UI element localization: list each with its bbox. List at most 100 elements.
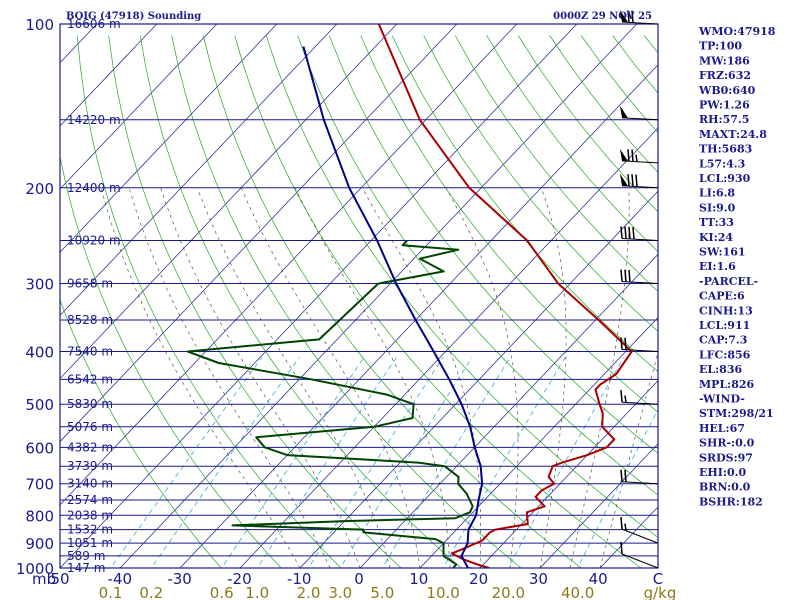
wind-barb [620, 173, 659, 189]
sounding-index: MW:186 [699, 54, 750, 67]
height-label: 6542 m [67, 372, 113, 386]
isotherm-line [60, 24, 458, 443]
chart-title: BOIG (47918) Sounding [66, 11, 201, 22]
height-label: 4382 m [67, 440, 113, 454]
sounding-index: PW:1.26 [699, 99, 750, 112]
sounding-index: EI:1.6 [699, 260, 736, 273]
pressure-tick-label: 500 [25, 396, 54, 414]
pressure-tick-label: 400 [25, 344, 54, 362]
sounding-index: KI:24 [699, 231, 733, 244]
height-label: 3739 m [67, 459, 113, 473]
pressure-tick-label: 600 [25, 439, 54, 457]
height-label: 2038 m [67, 508, 113, 522]
mixing-ratio-line [308, 357, 444, 568]
mixing-ratio-label: 3.0 [328, 584, 352, 600]
mixing-ratio-line [577, 408, 658, 568]
sounding-index: WMO:47918 [698, 25, 776, 38]
sounding-index: TT:33 [699, 216, 734, 229]
isotherm-line [60, 24, 158, 127]
mixing-ratio-line [339, 357, 473, 568]
wind-barb [620, 517, 659, 544]
moist-adiabat-line [539, 187, 567, 568]
isotherm-line [479, 380, 658, 568]
sounding-index: WB0:640 [698, 84, 756, 97]
sounding-index: HEL:67 [699, 422, 745, 435]
dry-adiabat-line [139, 35, 462, 568]
dry-adiabat-line [265, 35, 658, 538]
wind-barb [620, 390, 659, 405]
sounding-index: SHR-:0.0 [699, 437, 755, 450]
mixing-ratio-label: 0.1 [99, 584, 123, 600]
isotherm-line [60, 24, 278, 253]
sounding-index: RH:57.5 [699, 113, 749, 126]
mixing-ratio-line [221, 357, 365, 568]
isotherm-line [539, 443, 658, 568]
series-parcel [302, 46, 484, 568]
temperature-tick-label: -40 [108, 570, 133, 588]
temperature-tick-label: -20 [227, 570, 252, 588]
sounding-index: LI:6.8 [699, 187, 735, 200]
temperature-tick-label: 30 [529, 570, 548, 588]
sounding-series [186, 24, 633, 568]
sounding-index: MAXT:24.8 [699, 128, 767, 141]
mixing-ratio-label: 40.0 [561, 584, 594, 600]
y-unit-label: mb [32, 570, 56, 588]
temperature-tick-label: C [653, 570, 663, 588]
height-label: 1051 m [67, 536, 113, 550]
pressure-tick-label: 700 [25, 476, 54, 494]
mixing-ratio-line [381, 357, 511, 568]
moist-adiabat-line [100, 187, 301, 568]
dry-adiabat-line [454, 35, 658, 292]
dry-adiabat-line [234, 35, 642, 568]
mixing-ratio-label: 2.0 [297, 584, 321, 600]
mixing-ratio-label: 1.0 [245, 584, 269, 600]
sounding-index: FRZ:632 [699, 69, 751, 82]
pressure-tick-label: 900 [25, 535, 54, 553]
dry-adiabat-line [328, 35, 658, 454]
isotherm-line [60, 24, 578, 568]
dry-adiabat-line [580, 35, 658, 134]
height-label: 589 m [67, 549, 105, 563]
mixing-ratio-label: 0.6 [210, 584, 234, 600]
dry-adiabat-line [423, 35, 658, 332]
mixing-ratio-label: 0.2 [139, 584, 163, 600]
sounding-index: LCL:930 [699, 172, 751, 185]
mixing-ratio-label: 20.0 [492, 584, 525, 600]
isotherm-line [60, 24, 518, 506]
height-label: 3140 m [67, 477, 113, 491]
height-label: 14220 m [67, 113, 121, 127]
moist-adiabat-line [196, 187, 391, 568]
height-label: 12400 m [67, 181, 121, 195]
height-label: 5830 m [67, 397, 113, 411]
sounding-index: TP:100 [699, 40, 742, 53]
mixing-ratio-label: 10.0 [426, 584, 459, 600]
sounding-index: -WIND- [699, 393, 745, 406]
sounding-index: STM:298/21 [699, 407, 774, 420]
pressure-tick-label: 100 [25, 16, 54, 34]
height-label: 7540 m [67, 345, 113, 359]
pressure-tick-labels: 100 200 300 400 500 600 700 800 900 1000 [16, 16, 54, 578]
sounding-index: SI:9.0 [699, 201, 736, 214]
sounding-index: EL:836 [699, 363, 742, 376]
sounding-index: SRDS:97 [699, 451, 753, 464]
isotherm-line [299, 190, 658, 568]
mixing-ratio-labels: 0.1 0.2 0.6 1.0 2.0 3.0 5.0 10.0 20.0 40.0 g/kg [99, 584, 677, 600]
height-label: 10920 m [67, 233, 121, 247]
height-label: 1532 m [67, 523, 113, 537]
series-dew-point [186, 239, 474, 568]
isotherm-line [119, 24, 638, 568]
wind-barb [620, 226, 659, 241]
isotherm-line [179, 64, 658, 568]
sounding-index: -PARCEL- [699, 275, 758, 288]
mixing-ratio-unit: g/kg [644, 584, 677, 600]
isobar-lines [60, 23, 658, 569]
temperature-tick-label: -10 [287, 570, 312, 588]
mixing-ratio-line [442, 357, 566, 568]
height-label: 147 m [67, 561, 105, 575]
sounding-index: MPL:826 [699, 378, 755, 391]
wind-barb [620, 469, 659, 485]
isotherm-line [419, 316, 658, 568]
temperature-tick-label: 40 [589, 570, 608, 588]
series-temperature [377, 24, 633, 568]
